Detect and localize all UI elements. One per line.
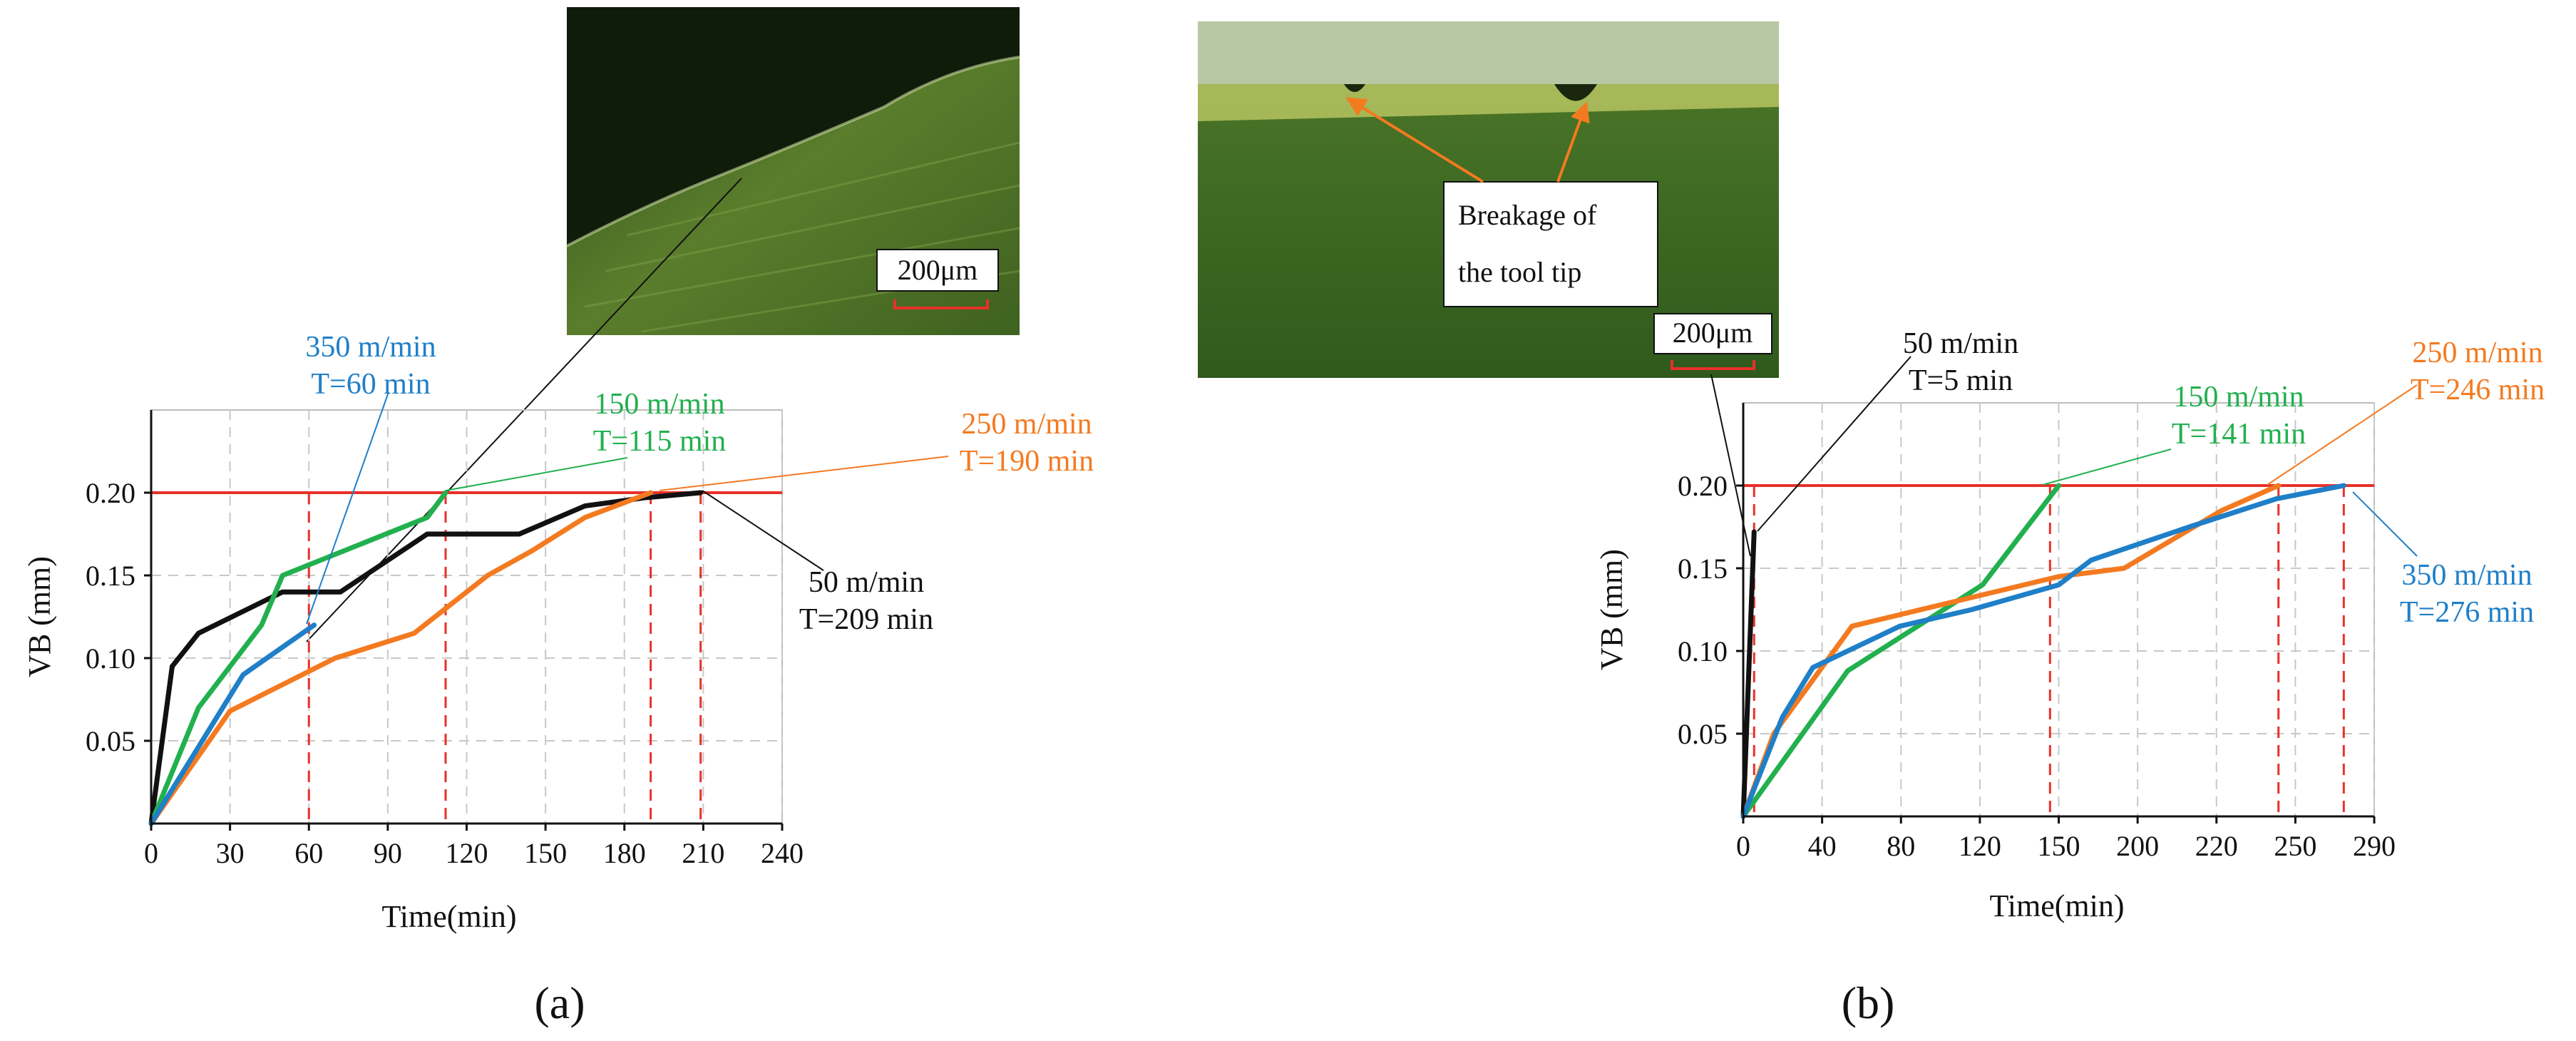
y-tick-label-0.10: 0.10: [86, 642, 135, 675]
micrograph-a: 200μm: [566, 7, 1020, 335]
y-tick-label-0.15: 0.15: [1678, 553, 1728, 585]
micrograph-b-scale-label: 200μm: [1673, 317, 1753, 349]
chart-a-series: [148, 490, 704, 826]
series-line-s350: [1740, 483, 2346, 819]
micrograph-b-leader: [1710, 374, 1751, 557]
chart-a-y-label: VB (mm): [22, 556, 57, 677]
chart-a-leader-250: [659, 456, 949, 491]
chart-a-x-label: Time(min): [381, 899, 516, 934]
x-tick-label-0: 0: [144, 837, 158, 869]
micrograph-b: Breakage of the tool tip 200μm: [1198, 21, 1779, 378]
x-tick-label-240: 240: [761, 837, 804, 869]
x-tick-label-30: 30: [216, 837, 245, 869]
series-line-s150: [148, 490, 448, 826]
y-tick-label-0.20: 0.20: [1678, 470, 1728, 502]
chart-a-y-ticks: 0.05 0.10 0.15 0.20: [86, 477, 151, 757]
chart-a-leader-150: [445, 457, 628, 491]
chart-b: 0 40 80 120 150 200 220 250 290 0.05 0.10 0.15 0.20…: [1594, 327, 2545, 923]
y-tick-label-0.20: 0.20: [86, 477, 135, 509]
chart-a: 0 30 60 90 120 150 180 210 240 0.050.100.150.20 …: [22, 331, 1094, 934]
chart-b-leader-350: [2352, 491, 2418, 557]
x-tick-label-0: 0: [1736, 830, 1750, 862]
callout-line1: Breakage of: [1458, 199, 1597, 231]
x-tick-label-250: 250: [2274, 830, 2316, 862]
x-tick-label-150: 150: [524, 837, 567, 869]
chart-b-y-ticks: 0.05 0.10 0.15 0.20: [1678, 470, 1743, 750]
chart-b-ann-150: 150 m/min T=141 min: [2172, 381, 2306, 451]
x-tick-label-90: 90: [374, 837, 402, 869]
x-tick-label-120: 120: [446, 837, 488, 869]
chart-a-leader-350: [306, 391, 389, 625]
chart-b-series: [1740, 483, 2346, 819]
panel-label-b: (b): [1842, 978, 1895, 1028]
chart-a-leader-50: [702, 490, 824, 571]
chart-a-x-ticks: 0 30 60 90 120 150 180 210 240: [144, 824, 804, 869]
y-tick-label-0.05: 0.05: [86, 725, 135, 757]
x-tick-label-150: 150: [2038, 830, 2080, 862]
chart-b-y-label: VB (mm): [1594, 549, 1629, 670]
y-tick-label-0.05: 0.05: [1678, 718, 1728, 750]
x-tick-label-290: 290: [2353, 830, 2396, 862]
chart-a-ann-250: 250 m/min T=190 min: [960, 408, 1094, 478]
breakage-arrow-1: [1345, 97, 1484, 183]
x-tick-label-80: 80: [1887, 830, 1915, 862]
micrograph-a-scale-label: 200μm: [898, 254, 978, 286]
series-line-s250: [148, 490, 654, 826]
chart-b-x-ticks: 0 40 80 120 150 200 220 250 290: [1736, 816, 2396, 862]
series-line-s250: [1740, 483, 2282, 819]
series-line-s350: [148, 622, 317, 826]
series-line-s150: [1740, 483, 2061, 819]
x-tick-label-200: 200: [2116, 830, 2159, 862]
chart-a-ann-150: 150 m/min T=115 min: [593, 388, 727, 458]
chart-b-grid: [1743, 403, 2375, 816]
x-tick-label-210: 210: [682, 837, 724, 869]
chart-b-x-label: Time(min): [1989, 888, 2124, 923]
chart-b-leader-150: [2042, 448, 2172, 486]
chart-b-ann-50: 50 m/min T=5 min: [1903, 327, 2018, 397]
chart-b-ann-350: 350 m/min T=276 min: [2400, 559, 2534, 629]
chart-b-leader-250: [2267, 384, 2418, 486]
panel-label-a: (a): [534, 978, 585, 1028]
y-tick-label-0.10: 0.10: [1678, 635, 1728, 667]
callout-line2: the tool tip: [1458, 256, 1581, 288]
micrograph-b-scale-bar: [1671, 360, 1755, 370]
x-tick-label-40: 40: [1808, 830, 1837, 862]
breakage-arrow-2: [1556, 101, 1590, 183]
x-tick-label-60: 60: [294, 837, 323, 869]
x-tick-label-180: 180: [603, 837, 646, 869]
series-line-s50: [148, 490, 704, 826]
micrograph-a-scale-bar: [893, 299, 989, 309]
chart-a-ann-350: 350 m/min T=60 min: [305, 331, 436, 401]
series-line-s50: [1740, 529, 1757, 819]
chart-b-leader-50: [1757, 356, 1912, 532]
x-tick-label-120: 120: [1959, 830, 2001, 862]
chart-a-ann-50: 50 m/min T=209 min: [799, 566, 933, 636]
x-tick-label-220: 220: [2195, 830, 2238, 862]
chart-b-ann-250: 250 m/min T=246 min: [2411, 337, 2545, 406]
y-tick-label-0.15: 0.15: [86, 560, 135, 592]
